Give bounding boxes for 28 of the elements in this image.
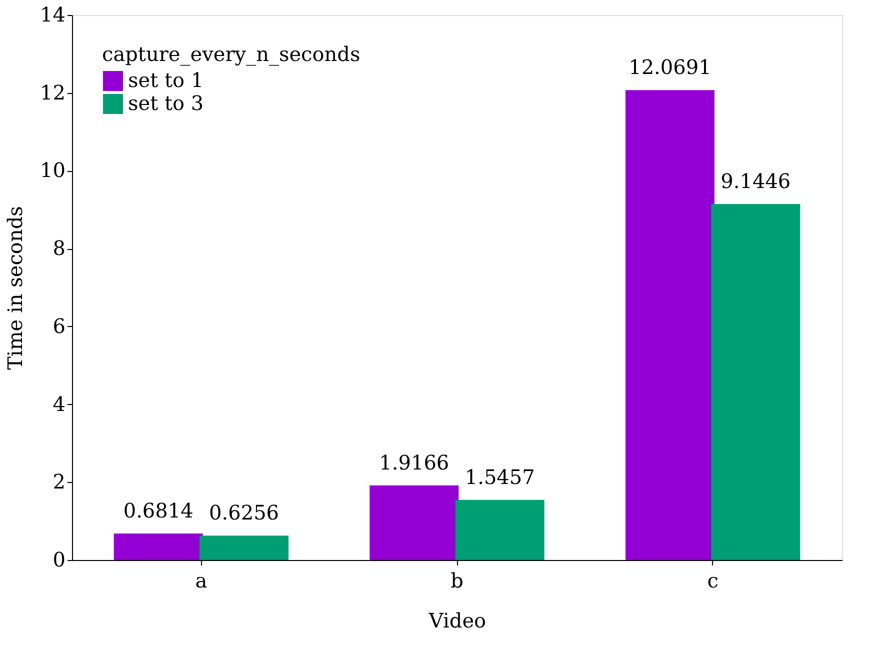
y-tick-label: 6 (52, 314, 66, 338)
x-tick-label: a (195, 568, 208, 592)
bar (114, 533, 203, 560)
data-label: 12.0691 (628, 55, 712, 80)
y-tick-label: 8 (52, 236, 66, 260)
legend-title: capture_every_n_seconds (102, 42, 360, 66)
y-tick-label: 4 (52, 392, 66, 416)
data-label: 0.6814 (123, 498, 194, 522)
bar (200, 536, 289, 560)
data-label: 1.9166 (379, 450, 450, 474)
bar (370, 485, 459, 560)
data-label: 9.1446 (720, 169, 791, 194)
y-tick-label: 2 (52, 470, 66, 494)
y-tick-label: 10 (40, 158, 66, 182)
x-axis-title: Video (428, 608, 486, 632)
y-tick-label: 14 (40, 2, 66, 26)
legend-label: set to 1 (128, 68, 204, 92)
data-label: 1.5457 (464, 464, 535, 489)
x-tick-label: c (707, 568, 718, 592)
bar (711, 204, 800, 560)
x-tick-label: b (450, 568, 464, 592)
bar (625, 90, 714, 560)
bar (455, 500, 544, 560)
y-tick-label: 12 (40, 80, 66, 104)
y-axis-title: Time in seconds (3, 206, 28, 370)
y-tick-label: 0 (52, 548, 66, 572)
legend-label: set to 3 (128, 91, 204, 115)
data-label: 0.6256 (209, 500, 280, 525)
